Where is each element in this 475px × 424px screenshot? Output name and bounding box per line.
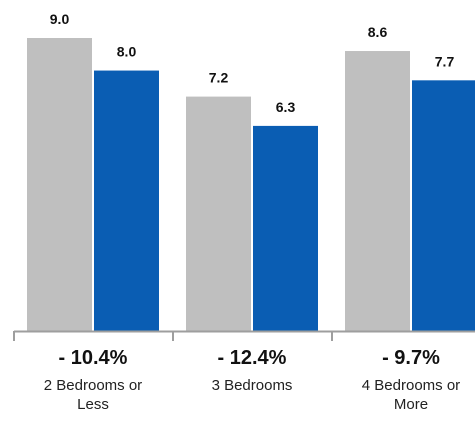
x-axis-ticks — [13, 331, 333, 341]
category-labels-group: 2 Bedrooms or Less 3 Bedrooms 4 Bedrooms or… — [44, 377, 460, 413]
bar-value-label: 7.2 — [209, 70, 229, 86]
percent-change-label: - 10.4% — [59, 347, 128, 369]
bars-group — [27, 38, 475, 332]
bar-grey-1 — [27, 38, 92, 331]
category-label: 2 Bedrooms or — [44, 377, 142, 394]
bar-value-label: 8.0 — [117, 44, 137, 60]
percent-change-label: - 12.4% — [218, 347, 287, 369]
bar-value-label: 8.6 — [368, 24, 388, 40]
bar-value-label: 7.7 — [435, 53, 455, 69]
bar-blue-3 — [412, 80, 475, 331]
percent-change-label: - 9.7% — [382, 347, 440, 369]
category-label: 3 Bedrooms — [212, 377, 293, 394]
value-labels-group: 9.0 8.0 7.2 6.3 8.6 7.7 — [50, 11, 455, 115]
category-label: Less — [77, 396, 109, 413]
bar-blue-2 — [253, 125, 318, 332]
category-label: More — [394, 396, 428, 413]
category-label: 4 Bedrooms or — [362, 377, 460, 394]
bar-grey-3 — [345, 51, 410, 332]
bar-grey-2 — [186, 96, 251, 331]
bar-value-label: 6.3 — [276, 99, 296, 115]
bar-blue-1 — [94, 70, 159, 332]
change-labels-group: - 10.4% - 12.4% - 9.7% — [59, 347, 441, 369]
bar-value-label: 9.0 — [50, 11, 70, 27]
